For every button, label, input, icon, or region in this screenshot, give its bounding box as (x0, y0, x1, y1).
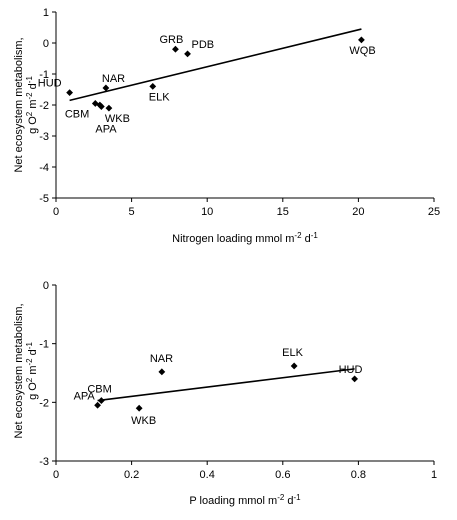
data-point (149, 83, 157, 90)
x-tick-label: 25 (428, 206, 440, 218)
y-axis-title-line2: g O2 m-2 d-1 (25, 342, 40, 400)
y-tick-label: -2 (39, 397, 49, 409)
data-point (351, 375, 359, 383)
point-label: WKB (105, 113, 130, 125)
data-point (184, 50, 191, 58)
point-label: APA (95, 124, 117, 136)
y-tick-label: -1 (39, 69, 49, 81)
y-tick-label: 0 (43, 280, 49, 292)
point-label: HUD (38, 78, 62, 90)
data-point (97, 397, 105, 404)
x-tick-label: 0 (53, 206, 59, 218)
x-tick-label: 5 (129, 206, 135, 218)
y-tick-label: -3 (39, 131, 49, 143)
x-tick-label: 10 (201, 206, 213, 218)
point-label: ELK (282, 347, 303, 359)
x-tick-label: 15 (277, 206, 289, 218)
point-label: PDB (192, 39, 215, 51)
x-axis-title: P loading mmol m-2 d-1 (189, 493, 301, 508)
data-point (158, 368, 166, 376)
y-axis-title: Net ecosystem metabolism, g O2 m-2 d-1 (13, 303, 39, 438)
x-tick-label: 0 (53, 469, 59, 481)
data-point (358, 36, 365, 44)
x-tick-label: 0.4 (200, 469, 215, 481)
y-tick-label: 1 (43, 7, 49, 19)
y-tick-label: -5 (39, 193, 49, 205)
point-label: CBM (87, 384, 111, 396)
point-label: GRB (159, 34, 183, 46)
data-point (135, 404, 143, 412)
y-axis-title: Net ecosystem metabolism, g O2 m-2 d-1 (13, 37, 39, 172)
x-axis-title: Nitrogen loading mmol m-2 d-1 (172, 231, 318, 246)
trend-line (69, 28, 362, 102)
point-label: ELK (149, 91, 170, 103)
point-label: NAR (150, 353, 173, 365)
data-point (66, 89, 74, 96)
x-tick-label: 20 (352, 206, 364, 218)
x-tick-label: 1 (431, 469, 437, 481)
y-tick-label: -3 (39, 456, 49, 468)
y-tick-label: -4 (39, 162, 49, 174)
data-point (102, 84, 110, 92)
x-tick-label: 0.6 (275, 469, 290, 481)
y-tick-label: -1 (39, 339, 49, 351)
data-point (91, 100, 99, 107)
point-label: CBM (65, 108, 89, 120)
y-tick-label: 0 (43, 38, 49, 50)
y-axis-title-line1: Net ecosystem metabolism, (13, 37, 25, 172)
y-axis-title-line2: g O2 m-2 d-1 (25, 76, 40, 134)
trend-line (97, 368, 355, 402)
data-point (94, 401, 101, 409)
y-tick-label: -2 (39, 100, 49, 112)
point-label: WQB (349, 45, 375, 57)
point-label: NAR (102, 73, 125, 85)
point-label: WKB (131, 415, 156, 427)
point-label: HUD (339, 364, 363, 376)
data-point (105, 104, 113, 112)
x-tick-label: 0.2 (124, 469, 139, 481)
data-point (172, 45, 179, 53)
point-label: APA (74, 390, 96, 402)
y-axis-title-line1: Net ecosystem metabolism, (13, 303, 25, 438)
data-point (290, 362, 298, 370)
x-tick-label: 0.8 (351, 469, 366, 481)
data-point (97, 103, 105, 110)
